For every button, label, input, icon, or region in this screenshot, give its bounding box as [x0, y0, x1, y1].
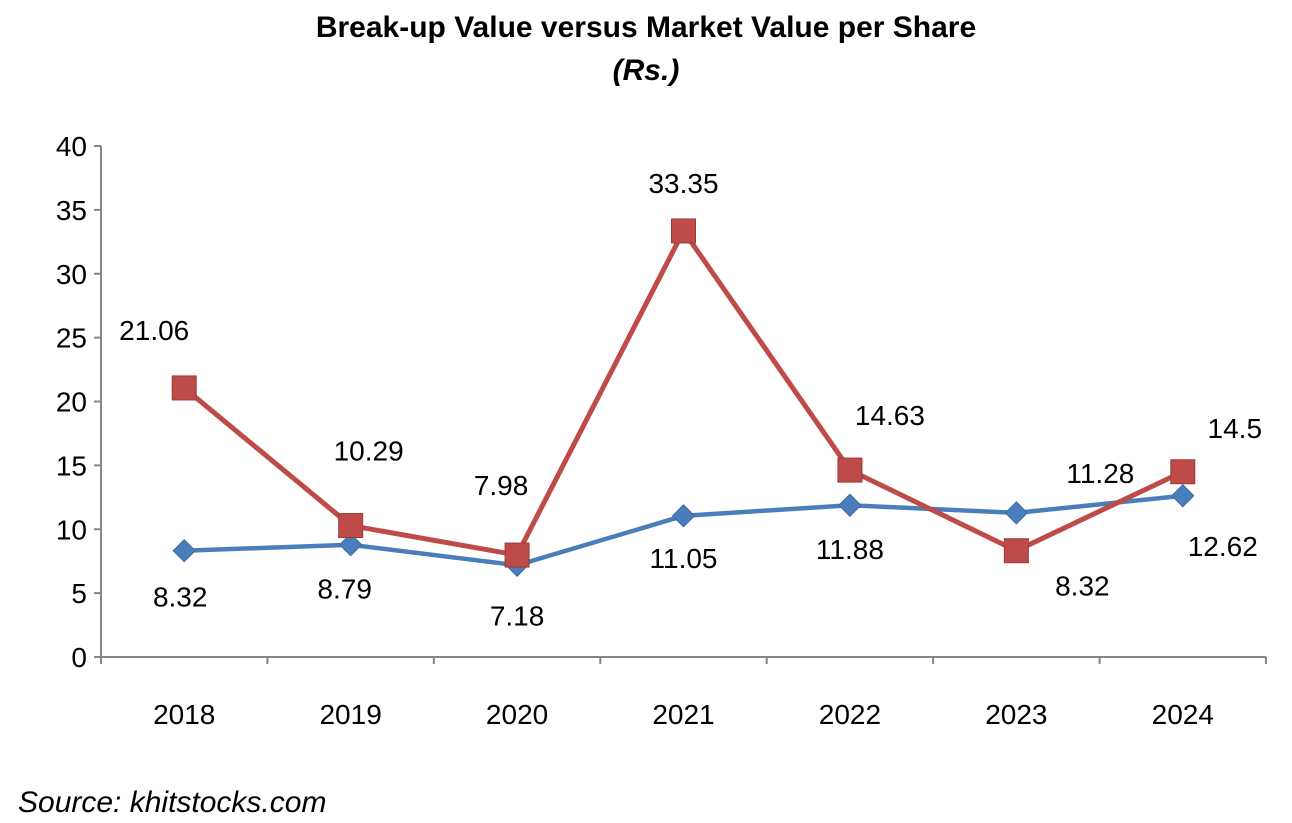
source-note: Source: khitstocks.com [18, 786, 326, 819]
data-labels: 8.32 8.79 7.18 11.05 11.88 11.28 12.62 21.06 10.… [119, 168, 1262, 631]
axes: 0 5 10 15 20 25 30 35 40 2018 2019 2020 2021 2022 2023… [56, 131, 1267, 730]
y-tick-label: 35 [56, 195, 87, 226]
chart-subtitle: (Rs.) [613, 54, 680, 87]
data-label: 21.06 [119, 315, 189, 346]
data-label: 11.88 [816, 534, 884, 565]
x-tick-label: 2018 [153, 699, 215, 730]
data-label: 33.35 [648, 168, 718, 199]
data-label: 8.79 [317, 574, 372, 605]
data-label: 7.18 [490, 600, 545, 631]
diamond-point [838, 493, 862, 517]
square-point [1170, 459, 1196, 485]
data-label: 11.05 [650, 543, 718, 574]
plot-area [171, 218, 1196, 577]
chart-title: Break-up Value versus Market Value per S… [316, 11, 976, 44]
y-tick-label: 5 [71, 578, 87, 609]
y-tick-label: 15 [56, 450, 87, 481]
square-point [171, 375, 197, 401]
diamond-point [172, 539, 196, 563]
y-tick-label: 40 [56, 131, 87, 162]
square-point [504, 542, 530, 568]
x-tick-label: 2019 [319, 699, 381, 730]
data-label: 8.32 [1055, 571, 1110, 602]
x-tick-label: 2022 [819, 699, 881, 730]
square-point [338, 513, 364, 539]
square-point [1003, 538, 1029, 564]
y-tick-label: 20 [56, 387, 87, 418]
diamond-point [1171, 484, 1195, 508]
diamond-point [338, 533, 363, 557]
diamond-point [671, 504, 696, 528]
square-point [837, 457, 863, 483]
y-tick-label: 30 [56, 259, 87, 290]
x-tick-label: 2023 [985, 699, 1047, 730]
data-label: 14.63 [855, 400, 925, 431]
data-label: 7.98 [474, 470, 529, 501]
data-label: 10.29 [334, 436, 404, 467]
data-label: 8.32 [153, 582, 208, 613]
data-label: 14.5 [1208, 413, 1263, 444]
x-tick-label: 2020 [486, 699, 548, 730]
y-tick-label: 0 [71, 642, 87, 673]
y-tick-label: 10 [56, 514, 87, 545]
x-tick-label: 2021 [652, 699, 714, 730]
x-tick-label: 2024 [1152, 699, 1214, 730]
y-tick-label: 25 [56, 323, 87, 354]
data-label: 12.62 [1188, 531, 1258, 562]
data-label: 11.28 [1066, 458, 1134, 489]
square-point [671, 218, 696, 244]
diamond-point [1004, 501, 1029, 525]
